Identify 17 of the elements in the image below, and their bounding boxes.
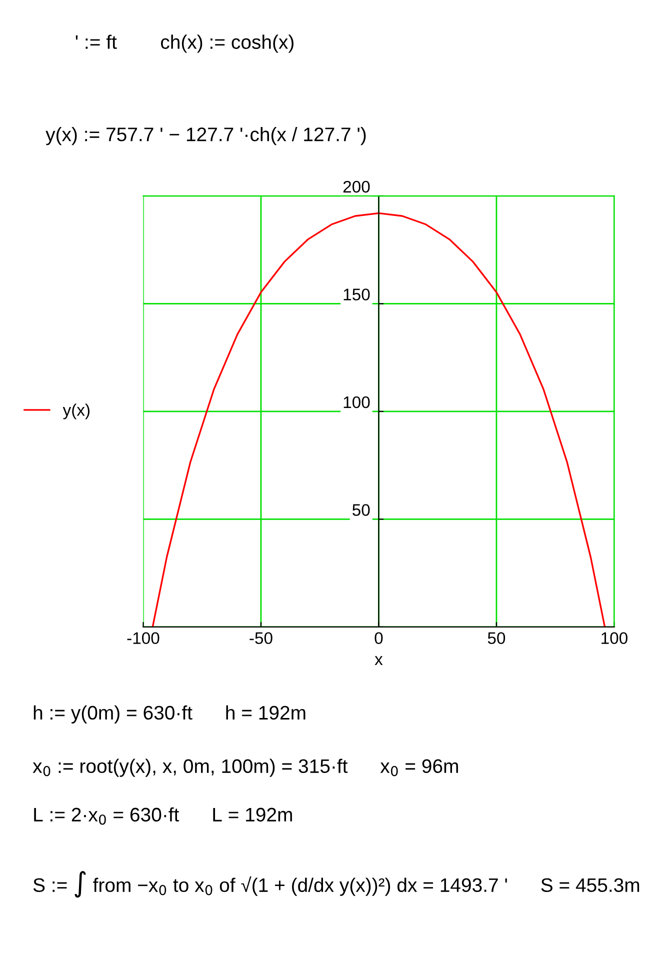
x-tick-label: -100 (127, 632, 160, 644)
x-tick-label: 0 (374, 632, 383, 644)
text: ' := ft ch(x) := cosh(x) (76, 34, 294, 53)
x-tick-label: -50 (250, 632, 272, 644)
text: h := y(0m) = 630·ft h = 192m (34, 705, 306, 724)
y-tick-label: 200 (343, 180, 370, 193)
y-tick-label: 50 (352, 504, 370, 516)
text: S := ∫ from −x$_{0}$ to x$_{0}$ of √(1 + (d/dx y(x))²) dx = 1493.7 ' S = 455.3m (33, 871, 640, 898)
y-tick-label: 150 (344, 288, 370, 300)
y-tick-label: 100 (344, 396, 370, 408)
text: x$_{0}$ := root(y(x), x, 0m, 100m) = 315·ft x$_{0}$ = 96m (32, 758, 458, 777)
x-tick-label: 100 (602, 632, 628, 644)
x-tick-label: 50 (488, 632, 506, 644)
text: L := 2·x$_{0}$ = 630·ft L = 192m (34, 807, 292, 825)
x-axis-title: x (374, 656, 383, 665)
legend-label: y(x) (62, 404, 90, 420)
text: y(x) := 757.7 ' − 127.7 '·ch(x / 127.7 ') (46, 127, 366, 146)
